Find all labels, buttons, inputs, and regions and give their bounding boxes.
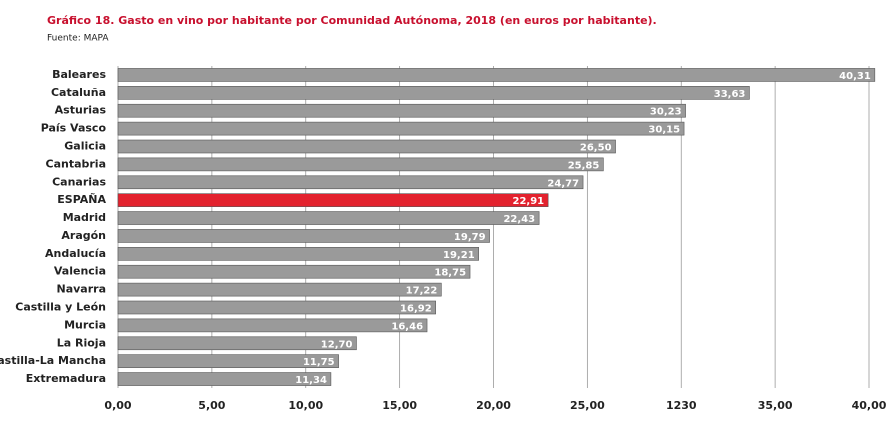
value-label: 40,31 <box>839 71 871 82</box>
bar <box>117 354 339 368</box>
bar <box>117 157 604 172</box>
x-tick-label: 25,00 <box>570 399 605 412</box>
x-tick-label: 5,00 <box>198 399 225 412</box>
x-tick-label: 15,00 <box>382 399 417 412</box>
bar <box>117 318 428 333</box>
category-label: Extremadura <box>26 372 106 385</box>
bar <box>117 229 490 243</box>
bar <box>117 336 357 351</box>
bar <box>117 300 436 315</box>
value-label: 22,91 <box>512 196 544 207</box>
value-label: 30,15 <box>648 125 680 136</box>
category-label: La Rioja <box>57 336 106 349</box>
category-label: Cataluña <box>51 86 106 99</box>
value-label: 11,75 <box>303 357 335 368</box>
chart-title: Gráfico 18. Gasto en vino por habitante … <box>47 14 657 27</box>
category-label: Valencia <box>54 265 106 278</box>
bar <box>117 282 442 297</box>
category-label: Asturias <box>55 104 107 117</box>
category-label: Andalucía <box>45 247 106 260</box>
bar <box>117 103 686 118</box>
category-label: País Vasco <box>41 122 107 135</box>
value-label: 11,34 <box>295 375 327 386</box>
category-label: Galicia <box>64 140 106 153</box>
bar <box>117 121 685 136</box>
chart-subtitle: Fuente: MAPA <box>47 34 109 44</box>
x-tick-label: 10,00 <box>288 399 323 412</box>
bar <box>117 264 471 279</box>
category-label: Aragón <box>61 229 106 242</box>
value-label: 33,63 <box>714 89 746 100</box>
value-label: 25,85 <box>568 160 600 171</box>
value-label: 17,22 <box>406 286 438 297</box>
bar <box>117 175 584 190</box>
category-label: Madrid <box>63 211 106 224</box>
category-label: Navarra <box>57 283 107 296</box>
x-tick-label: 0,00 <box>104 399 131 412</box>
value-label: 19,21 <box>443 250 475 261</box>
value-label: 18,75 <box>434 268 466 279</box>
bar <box>117 68 876 82</box>
bar <box>117 193 549 207</box>
x-tick-label: 35,00 <box>758 399 793 412</box>
value-label: 26,50 <box>580 143 612 154</box>
bar <box>117 86 750 100</box>
bar <box>117 211 540 225</box>
bar <box>117 247 479 261</box>
bar <box>117 372 332 386</box>
value-label: 12,70 <box>321 339 353 350</box>
category-label: ESPAÑA <box>57 193 106 206</box>
category-label: Castilla-La Mancha <box>0 354 106 367</box>
value-label: 16,92 <box>400 304 432 315</box>
x-tick-label: 40,00 <box>852 399 887 412</box>
category-label: Murcia <box>64 318 106 331</box>
value-label: 30,23 <box>650 107 682 118</box>
category-label: Baleares <box>52 68 106 81</box>
value-label: 19,79 <box>454 232 486 243</box>
category-label: Canarias <box>52 175 106 188</box>
category-label: Cantabria <box>46 157 107 170</box>
value-label: 22,43 <box>503 214 535 225</box>
value-label: 16,46 <box>391 321 423 332</box>
value-label: 24,77 <box>547 178 579 189</box>
x-tick-label: 20,00 <box>476 399 511 412</box>
bar <box>117 139 616 154</box>
x-tick-label: 1230 <box>666 399 697 412</box>
category-label: Castilla y León <box>15 301 106 314</box>
